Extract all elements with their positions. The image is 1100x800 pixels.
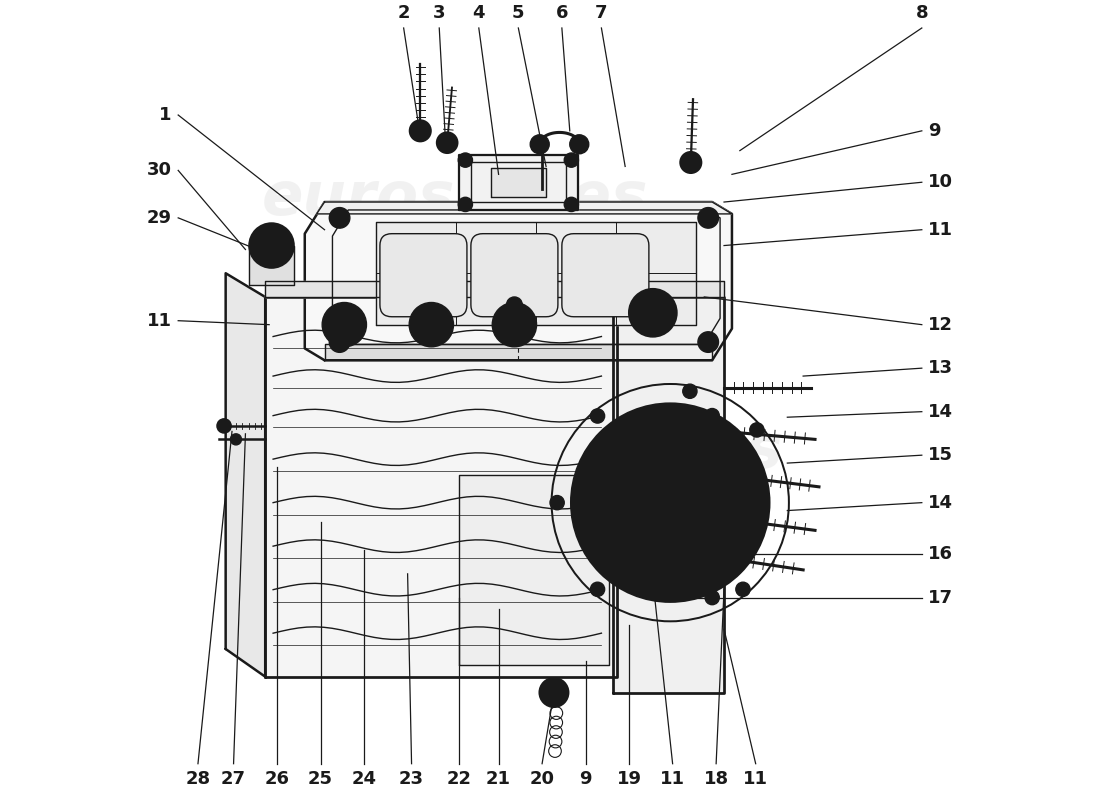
Text: 9: 9 [928, 122, 940, 140]
Circle shape [571, 404, 769, 602]
Text: eurospares: eurospares [262, 169, 648, 227]
Circle shape [258, 233, 284, 258]
Text: 19: 19 [617, 770, 641, 788]
Polygon shape [459, 475, 609, 665]
Text: 14: 14 [928, 402, 953, 421]
Circle shape [600, 431, 741, 574]
Text: 15: 15 [928, 446, 953, 464]
Text: 10: 10 [928, 174, 953, 191]
Text: 12: 12 [928, 316, 953, 334]
Circle shape [697, 207, 718, 228]
Text: 23: 23 [399, 770, 425, 788]
Circle shape [459, 198, 473, 211]
Circle shape [333, 314, 355, 336]
Polygon shape [459, 154, 578, 210]
Circle shape [705, 409, 719, 422]
Text: 21: 21 [486, 770, 512, 788]
Text: 29: 29 [147, 209, 172, 227]
Circle shape [250, 223, 294, 268]
Polygon shape [305, 202, 732, 360]
Text: 27: 27 [221, 770, 246, 788]
Text: 18: 18 [704, 770, 728, 788]
Circle shape [681, 152, 701, 173]
Text: eurospares: eurospares [396, 422, 783, 481]
Circle shape [459, 153, 473, 167]
Polygon shape [324, 345, 712, 360]
Circle shape [629, 289, 676, 337]
Circle shape [329, 332, 350, 352]
Text: 2: 2 [397, 4, 410, 22]
Circle shape [409, 302, 453, 347]
Circle shape [530, 134, 549, 154]
Polygon shape [265, 281, 724, 297]
Text: 3: 3 [433, 4, 446, 22]
Circle shape [638, 409, 652, 422]
Text: 13: 13 [928, 359, 953, 377]
Polygon shape [376, 222, 696, 325]
Text: 4: 4 [473, 4, 485, 22]
Text: 11: 11 [147, 312, 172, 330]
Text: 30: 30 [147, 162, 172, 179]
Circle shape [564, 153, 579, 167]
Circle shape [493, 302, 537, 347]
Circle shape [504, 314, 526, 336]
Text: 20: 20 [529, 770, 554, 788]
Circle shape [410, 121, 430, 141]
Text: 8: 8 [915, 4, 928, 22]
Circle shape [750, 423, 764, 437]
Circle shape [546, 684, 563, 702]
Text: 17: 17 [928, 589, 953, 606]
Circle shape [217, 418, 231, 433]
Circle shape [736, 582, 750, 597]
FancyBboxPatch shape [471, 234, 558, 317]
Circle shape [641, 301, 664, 325]
Polygon shape [317, 202, 732, 214]
Polygon shape [265, 297, 617, 677]
Text: 7: 7 [595, 4, 607, 22]
Circle shape [437, 133, 458, 153]
FancyBboxPatch shape [562, 234, 649, 317]
Circle shape [564, 198, 579, 211]
Text: 28: 28 [186, 770, 210, 788]
Circle shape [705, 590, 719, 605]
Polygon shape [226, 274, 265, 677]
Polygon shape [614, 297, 724, 693]
Polygon shape [250, 246, 294, 285]
Text: 25: 25 [308, 770, 333, 788]
Circle shape [329, 207, 350, 228]
Text: 11: 11 [744, 770, 768, 788]
Circle shape [591, 409, 605, 423]
Text: 6: 6 [556, 4, 568, 22]
Text: 9: 9 [580, 770, 592, 788]
Text: 26: 26 [265, 770, 289, 788]
Circle shape [591, 582, 605, 597]
Text: 14: 14 [928, 494, 953, 512]
Text: 16: 16 [928, 545, 953, 563]
Text: 11: 11 [928, 221, 953, 238]
Circle shape [683, 384, 697, 398]
Text: 1: 1 [160, 106, 172, 124]
FancyBboxPatch shape [379, 234, 466, 317]
Circle shape [322, 302, 366, 347]
Circle shape [540, 678, 569, 706]
Circle shape [230, 434, 242, 445]
Circle shape [570, 134, 589, 154]
Text: 24: 24 [352, 770, 376, 788]
Polygon shape [491, 168, 546, 197]
Circle shape [550, 495, 564, 510]
Circle shape [420, 314, 442, 336]
Circle shape [629, 462, 712, 544]
Circle shape [506, 297, 522, 313]
Circle shape [697, 332, 718, 352]
Text: 5: 5 [513, 4, 525, 22]
Text: 22: 22 [447, 770, 472, 788]
Text: 11: 11 [660, 770, 685, 788]
